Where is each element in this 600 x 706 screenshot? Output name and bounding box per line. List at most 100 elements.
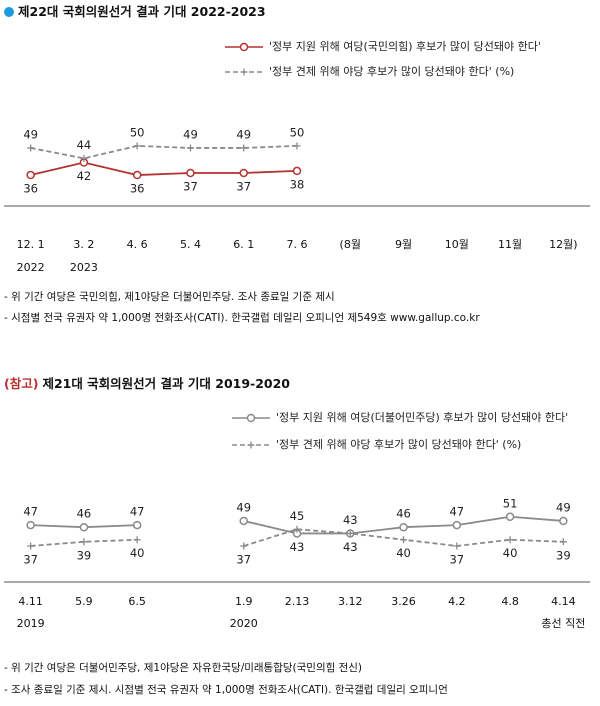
point xyxy=(559,538,567,546)
value-label: 40 xyxy=(503,546,518,560)
x-tick-label: 9월 xyxy=(395,238,412,251)
x-tick-label: 2.13 xyxy=(285,595,310,608)
point xyxy=(240,542,248,550)
value-label: 39 xyxy=(556,548,571,562)
x-tick-label: 11월 xyxy=(498,238,522,251)
point xyxy=(293,142,301,150)
value-label: 37 xyxy=(236,552,251,566)
value-label: 43 xyxy=(343,513,358,527)
point xyxy=(80,154,88,162)
point xyxy=(133,536,141,544)
legend-label: '정부 지원 위해 여당(국민의힘) 후보가 많이 당선돼야 한다' xyxy=(269,39,541,53)
x-tick-label: 3.26 xyxy=(391,595,416,608)
x-sublabel: 2020 xyxy=(230,617,258,630)
point xyxy=(26,520,35,530)
chart-title: (참고) 제21대 국회의원선거 결과 기대 2019-2020 xyxy=(4,376,290,391)
point xyxy=(186,144,194,152)
x-tick-label: 3. 2 xyxy=(73,238,94,251)
title-text: 제22대 국회의원선거 결과 기대 2022-2023 xyxy=(18,4,266,19)
title-bullet xyxy=(4,7,14,17)
value-label: 37 xyxy=(23,552,38,566)
x-tick-label: 7. 6 xyxy=(287,238,308,251)
x-sublabel: 2019 xyxy=(17,617,45,630)
x-sublabel: 총선 직전 xyxy=(541,617,585,630)
note: - 조사 종료일 기준 제시. 시점별 전국 유권자 약 1,000명 전화조사… xyxy=(4,683,448,696)
point xyxy=(26,170,35,180)
value-label: 43 xyxy=(343,540,358,554)
x-tick-label: 10월 xyxy=(445,238,469,251)
x-tick-label: 5. 4 xyxy=(180,238,201,251)
value-label: 40 xyxy=(130,546,145,560)
value-label: 38 xyxy=(290,177,305,191)
point xyxy=(239,516,248,526)
x-tick-label: 12. 1 xyxy=(17,238,45,251)
point xyxy=(293,525,301,533)
value-label: 47 xyxy=(23,505,38,519)
value-label: 37 xyxy=(183,179,198,193)
x-sublabel: 2022 xyxy=(17,261,45,274)
value-label: 46 xyxy=(77,507,92,521)
x-tick-label: 12월) xyxy=(549,238,577,251)
legend-label: '정부 지원 위해 여당(더불어민주당) 후보가 많이 당선돼야 한다' xyxy=(276,410,568,424)
legend-marker xyxy=(247,441,255,449)
point xyxy=(186,168,195,178)
point xyxy=(79,522,89,532)
value-label: 47 xyxy=(130,505,145,519)
value-label: 36 xyxy=(130,182,145,196)
x-tick-label: 4. 6 xyxy=(127,238,148,251)
value-label: 50 xyxy=(130,125,145,139)
point xyxy=(505,512,515,522)
point xyxy=(27,144,35,152)
legend-label: '정부 견제 위해 야당 후보가 많이 당선돼야 한다' (%) xyxy=(276,437,521,451)
point xyxy=(132,170,142,180)
point xyxy=(132,520,142,530)
title-prefix: (참고) xyxy=(4,376,38,391)
legend-marker xyxy=(239,42,249,52)
point xyxy=(239,168,248,178)
x-tick-label: 4.14 xyxy=(551,595,576,608)
point xyxy=(399,522,408,532)
title-text: 제21대 국회의원선거 결과 기대 2019-2020 xyxy=(42,376,290,391)
value-label: 43 xyxy=(290,540,305,554)
point xyxy=(346,529,354,537)
x-tick-label: 3.12 xyxy=(338,595,363,608)
point xyxy=(452,520,462,530)
value-label: 37 xyxy=(236,179,251,193)
x-tick-label: 4.8 xyxy=(501,595,519,608)
value-label: 37 xyxy=(449,552,464,566)
point xyxy=(80,538,88,546)
point xyxy=(453,542,461,550)
point xyxy=(400,536,408,544)
x-tick-label: 6. 1 xyxy=(233,238,254,251)
point xyxy=(292,166,302,176)
value-label: 49 xyxy=(183,127,198,141)
x-tick-label: 6.5 xyxy=(128,595,146,608)
value-label: 49 xyxy=(556,500,571,514)
point xyxy=(506,536,514,544)
legend-marker xyxy=(240,68,248,76)
legend-label: '정부 견제 위해 야당 후보가 많이 당선돼야 한다' (%) xyxy=(269,64,514,78)
value-label: 45 xyxy=(290,509,305,523)
value-label: 40 xyxy=(396,546,411,560)
x-tick-label: 1.9 xyxy=(235,595,253,608)
value-label: 51 xyxy=(503,496,518,510)
x-tick-label: 5.9 xyxy=(75,595,93,608)
note: - 위 기간 여당은 국민의힘, 제1야당은 더불어민주당. 조사 종료일 기준… xyxy=(4,290,335,303)
x-tick-label: 4.11 xyxy=(18,595,43,608)
x-tick-label: 4.2 xyxy=(448,595,466,608)
value-label: 47 xyxy=(449,505,464,519)
value-label: 42 xyxy=(77,169,92,183)
legend-marker xyxy=(246,413,256,423)
series-line xyxy=(30,161,298,176)
note: - 위 기간 여당은 더불어민주당, 제1야당은 자유한국당/미래통합당(국민의… xyxy=(4,661,362,674)
chart-title: 제22대 국회의원선거 결과 기대 2022-2023 xyxy=(18,4,266,19)
point xyxy=(27,542,35,550)
series-line xyxy=(30,144,298,160)
x-sublabel: 2023 xyxy=(70,261,98,274)
value-label: 49 xyxy=(23,127,38,141)
value-label: 49 xyxy=(236,127,251,141)
value-label: 46 xyxy=(396,507,411,521)
value-label: 49 xyxy=(236,500,251,514)
value-label: 50 xyxy=(290,125,305,139)
